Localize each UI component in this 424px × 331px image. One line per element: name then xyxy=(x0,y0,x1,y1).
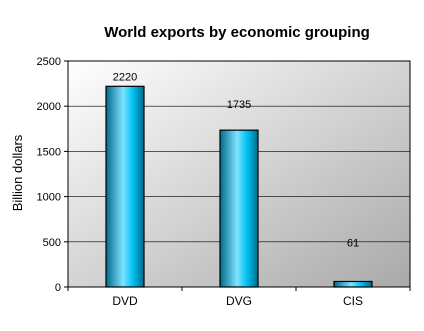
data-label: 61 xyxy=(347,237,359,249)
y-tick-label: 0 xyxy=(55,282,61,294)
data-label: 1735 xyxy=(227,99,251,111)
y-axis-label: Billion dollars xyxy=(10,134,25,211)
bar-dvg xyxy=(219,129,259,288)
y-tick-label: 500 xyxy=(43,237,61,249)
data-labels: 2220 1735 61 xyxy=(113,71,359,249)
x-tick-label: DVG xyxy=(226,294,252,308)
y-axis-ticks: 0 500 1000 1500 2000 2500 xyxy=(37,56,68,294)
y-tick-label: 1000 xyxy=(37,192,61,204)
chart-title: World exports by economic grouping xyxy=(104,24,370,41)
data-label: 2220 xyxy=(113,71,137,83)
y-tick-label: 2000 xyxy=(37,101,61,113)
y-tick-label: 2500 xyxy=(37,56,61,68)
x-tick-label: DVD xyxy=(112,294,138,308)
bars xyxy=(105,85,373,288)
bar-dvd xyxy=(105,85,145,288)
bar-cis xyxy=(333,280,373,288)
x-tick-label: CIS xyxy=(343,294,363,308)
x-axis-ticks: DVD DVG CIS xyxy=(67,287,411,308)
y-tick-label: 1500 xyxy=(37,146,61,158)
